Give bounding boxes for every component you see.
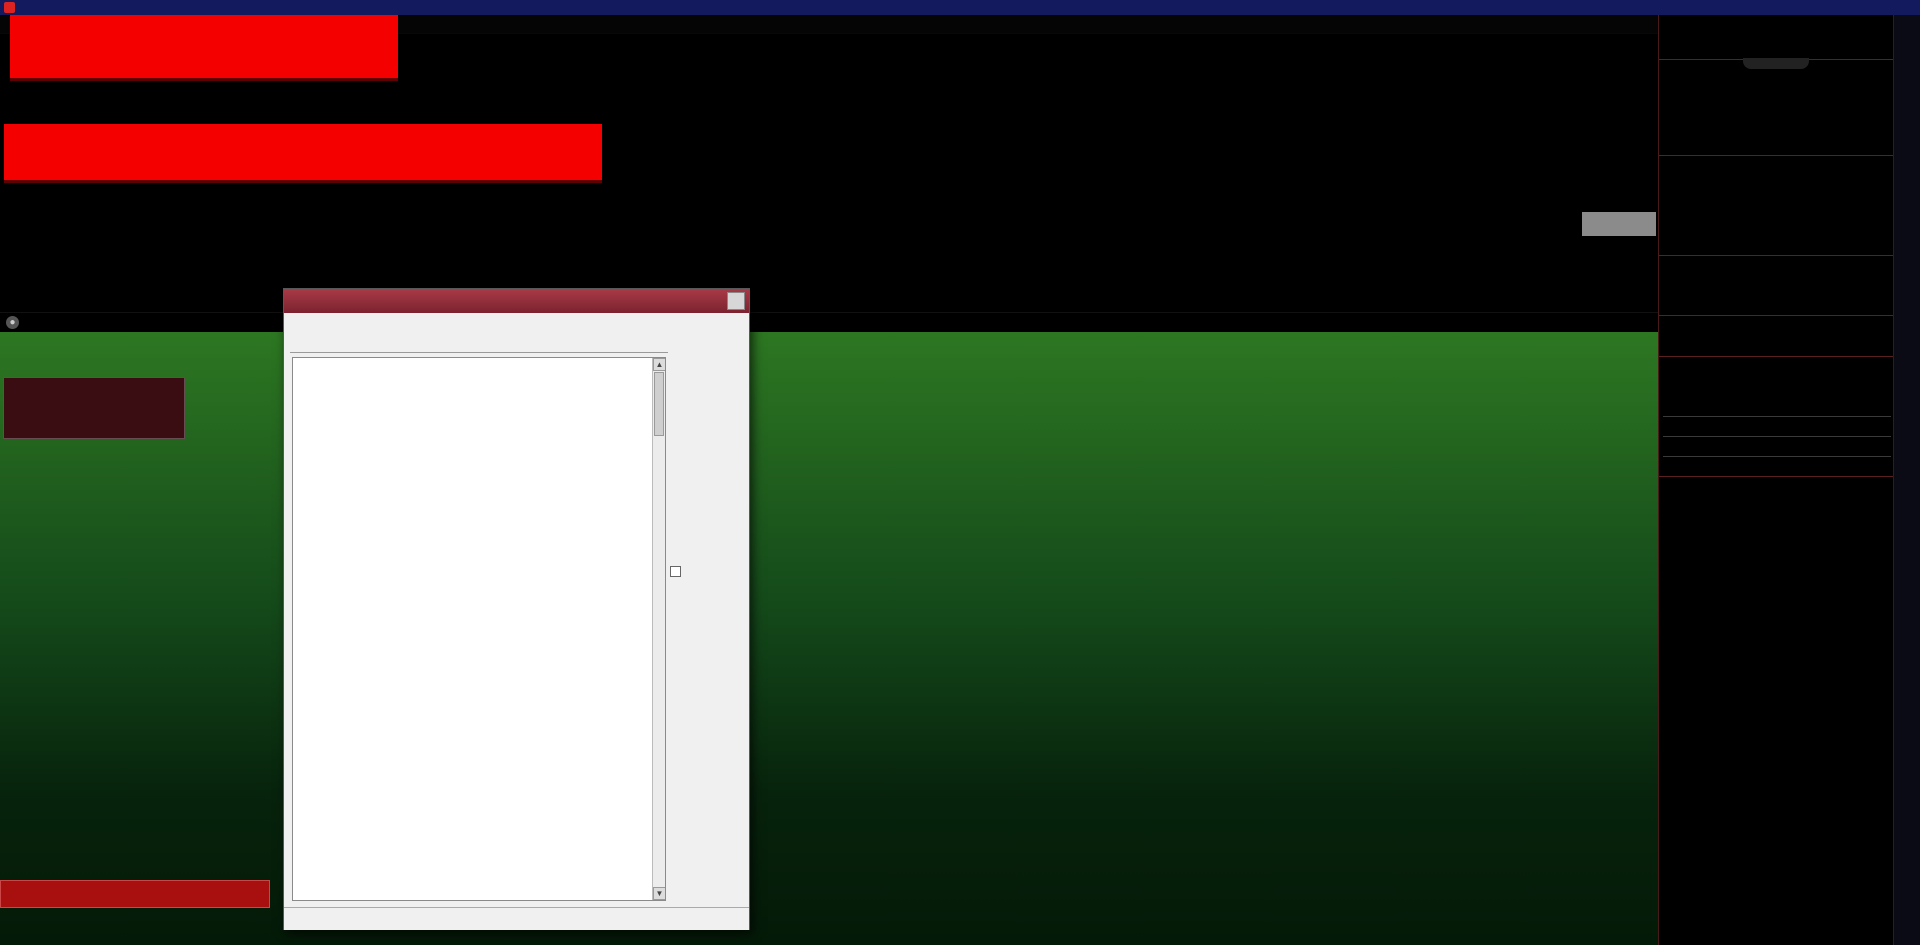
- banner-title-1: [10, 12, 398, 78]
- formula-manager-dialog: ▲ ▼: [283, 288, 750, 930]
- quote-panel: [1658, 15, 1893, 945]
- app-logo-icon: [4, 2, 15, 13]
- promo-line[interactable]: [1663, 416, 1891, 435]
- kdj-indicator-panel[interactable]: [0, 332, 1658, 945]
- system-label: [0, 880, 270, 908]
- registration-line: [1663, 436, 1891, 455]
- formula-tree[interactable]: ▲ ▼: [292, 357, 666, 901]
- collapse-notch[interactable]: [1743, 58, 1809, 69]
- close-icon[interactable]: [727, 292, 745, 310]
- kdj-header-bar: ●: [0, 312, 1658, 332]
- trade-status-line: [1663, 456, 1891, 475]
- checkbox-icon[interactable]: [670, 566, 681, 577]
- ma-info: [400, 36, 424, 48]
- weibi-row: [1659, 39, 1893, 58]
- period-toolbar: [0, 15, 1658, 34]
- kdj-curves-svg: [0, 332, 1658, 945]
- dialog-title-bar[interactable]: [284, 289, 749, 313]
- right-icon-strip: [1893, 15, 1920, 945]
- collapse-icon[interactable]: ●: [6, 316, 19, 329]
- dialog-footer: [284, 907, 749, 930]
- top-menu-bar: [0, 0, 1920, 15]
- price-range-box: [1582, 212, 1656, 236]
- banner-title-2: [4, 124, 602, 180]
- growth-box: [3, 377, 185, 439]
- tree-scrollbar[interactable]: ▲ ▼: [652, 358, 665, 900]
- link-preview-checkbox[interactable]: [670, 565, 746, 581]
